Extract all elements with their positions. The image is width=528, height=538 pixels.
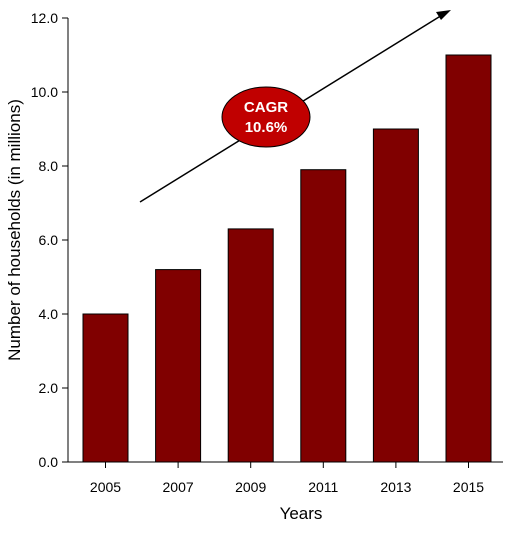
cagr-label: CAGR: [244, 99, 288, 116]
bars-group: [82, 54, 492, 463]
y-tick-label: 12.0: [31, 10, 58, 26]
bar-2005: [82, 313, 129, 463]
y-tick-label: 4.0: [39, 306, 59, 322]
x-tick-label: 2015: [453, 479, 484, 495]
y-tick-label: 10.0: [31, 84, 58, 100]
bar-2007: [155, 269, 202, 463]
bar-2011: [300, 169, 347, 463]
x-tick-label: 2007: [163, 479, 194, 495]
cagr-ellipse: [221, 86, 311, 148]
y-axis-title: Number of households (in millions): [5, 99, 24, 361]
y-axis-ticks: 0.0 2.0 4.0 6.0 8.0 10.0 12.0: [31, 10, 68, 470]
y-tick-label: 0.0: [39, 454, 59, 470]
x-axis-title: Years: [280, 504, 323, 523]
cagr-badge: CAGR 10.6%: [221, 86, 311, 148]
y-tick-label: 6.0: [39, 232, 59, 248]
x-axis-ticks: 2005 2007 2009 2011 2013 2015: [90, 462, 484, 495]
cagr-value: 10.6%: [245, 119, 288, 136]
y-tick-label: 8.0: [39, 158, 59, 174]
bar-2015: [445, 54, 492, 463]
x-tick-label: 2005: [90, 479, 121, 495]
x-tick-label: 2009: [235, 479, 266, 495]
bar-2013: [372, 128, 419, 463]
x-tick-label: 2013: [380, 479, 411, 495]
x-tick-label: 2011: [308, 479, 338, 495]
y-tick-label: 2.0: [39, 380, 59, 396]
bar-2009: [227, 228, 274, 463]
